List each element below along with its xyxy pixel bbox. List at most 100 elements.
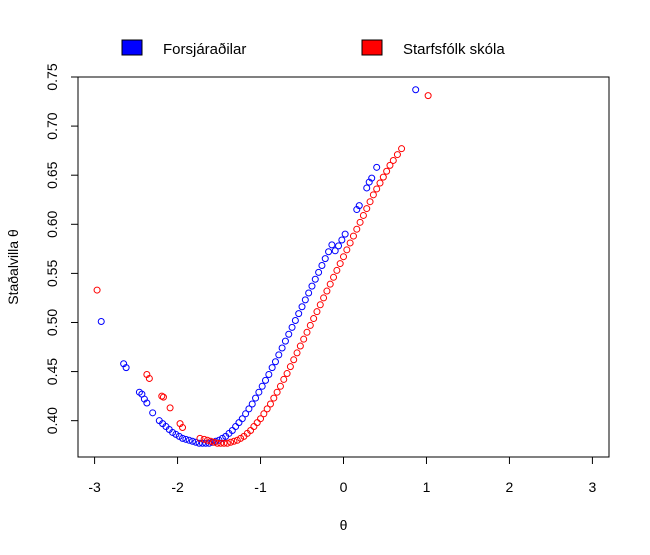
data-point-series-2 [203,436,211,444]
data-point-series-1 [301,296,309,304]
data-point-series-2 [286,363,294,371]
data-point-series-1 [143,399,151,407]
y-tick-label: 0.65 [44,161,60,188]
data-point-series-2 [363,205,371,213]
data-point-series-1 [258,382,266,390]
data-point-series-2 [313,308,321,316]
data-point-series-2 [386,161,394,169]
x-tick-label: -1 [254,479,267,495]
data-point-series-1 [341,230,349,238]
data-point-series-2 [260,410,268,418]
x-tick-label: 3 [589,479,597,495]
data-point-series-2 [207,437,215,445]
y-axis-title: Staðalvilla θ [5,229,21,305]
legend-swatch-forsjaradilar [121,39,143,56]
data-point-series-1 [285,330,293,338]
data-point-series-2 [326,280,334,288]
data-point-series-2 [196,434,204,442]
data-point-series-2 [220,439,228,447]
data-point-series-2 [376,179,384,187]
data-point-series-2 [356,218,364,226]
y-tick-label: 0.50 [44,309,60,336]
data-point-series-2 [290,356,298,364]
data-point-series-1 [185,436,193,444]
data-point-series-2 [349,232,357,240]
data-point-series-2 [323,287,331,295]
data-point-series-2 [333,266,341,274]
data-point-series-1 [328,241,336,249]
data-point-series-1 [248,400,256,408]
data-point-series-1 [308,282,316,290]
data-point-series-1 [182,435,190,443]
data-point-series-2 [336,260,344,268]
data-point-series-2 [343,246,351,254]
data-point-series-2 [159,393,167,401]
y-tick-label: 0.40 [44,407,60,434]
x-tick-label: 0 [340,479,348,495]
data-point-series-1 [368,174,376,182]
data-point-series-1 [278,344,286,352]
data-point-series-2 [230,437,238,445]
data-point-series-1 [331,247,339,255]
data-point-series-2 [293,349,301,357]
data-point-series-1 [298,303,306,311]
data-point-series-2 [398,145,406,153]
x-tick-label: 1 [423,479,431,495]
data-point-series-1 [195,439,203,447]
data-point-series-2 [300,335,308,343]
data-point-series-2 [200,435,208,443]
plot-frame [77,76,610,458]
data-point-series-2 [250,423,258,431]
data-point-series-2 [353,225,361,233]
data-point-series-2 [359,211,367,219]
data-point-series-2 [316,301,324,309]
data-point-series-1 [325,248,333,256]
data-point-series-1 [252,394,260,402]
data-point-series-1 [305,289,313,297]
data-point-series-2 [283,370,291,378]
data-point-series-1 [245,405,253,413]
data-point-series-1 [255,388,263,396]
data-point-series-1 [321,255,329,263]
data-point-series-2 [145,374,153,382]
data-point-series-1 [338,236,346,244]
legend-label-starfsfolk-skola: Starfsfólk skóla [403,41,505,58]
data-point-series-1 [363,184,371,192]
data-point-series-2 [303,328,311,336]
data-point-series-1 [335,242,343,250]
data-point-series-2 [383,167,391,175]
data-point-series-1 [412,86,420,94]
data-point-series-2 [227,438,235,446]
x-tick-label: -2 [171,479,184,495]
data-point-series-2 [270,394,278,402]
data-point-series-1 [179,434,187,442]
data-point-series-2 [217,439,225,447]
data-point-series-2 [280,375,288,383]
y-tick-label: 0.75 [44,63,60,90]
data-point-series-2 [424,92,432,100]
data-point-series-1 [311,275,319,283]
data-point-series-1 [238,415,246,423]
data-point-series-2 [158,392,166,400]
data-point-series-1 [235,419,243,427]
x-axis-title: θ [340,517,348,533]
y-tick-label: 0.55 [44,260,60,287]
y-tick-label: 0.45 [44,358,60,385]
y-axis: 0.40 0.45 0.50 0.55 0.60 0.65 0.70 0.75 [44,63,79,434]
data-point-series-2 [263,405,271,413]
data-point-series-1 [262,376,270,384]
x-tick-label: -3 [88,479,101,495]
legend: Forsjáraðilar Starfsfólk skóla [121,39,505,58]
data-point-series-1 [288,323,296,331]
data-point-series-2 [266,400,274,408]
data-point-series-2 [320,294,328,302]
data-point-series-2 [210,438,218,446]
data-point-series-1 [373,163,381,171]
data-point-series-1 [122,364,130,372]
data-point-series-2 [213,439,221,447]
data-point-series-1 [315,268,323,276]
data-points [93,86,432,447]
data-point-series-2 [179,424,187,432]
data-point-series-2 [389,156,397,164]
